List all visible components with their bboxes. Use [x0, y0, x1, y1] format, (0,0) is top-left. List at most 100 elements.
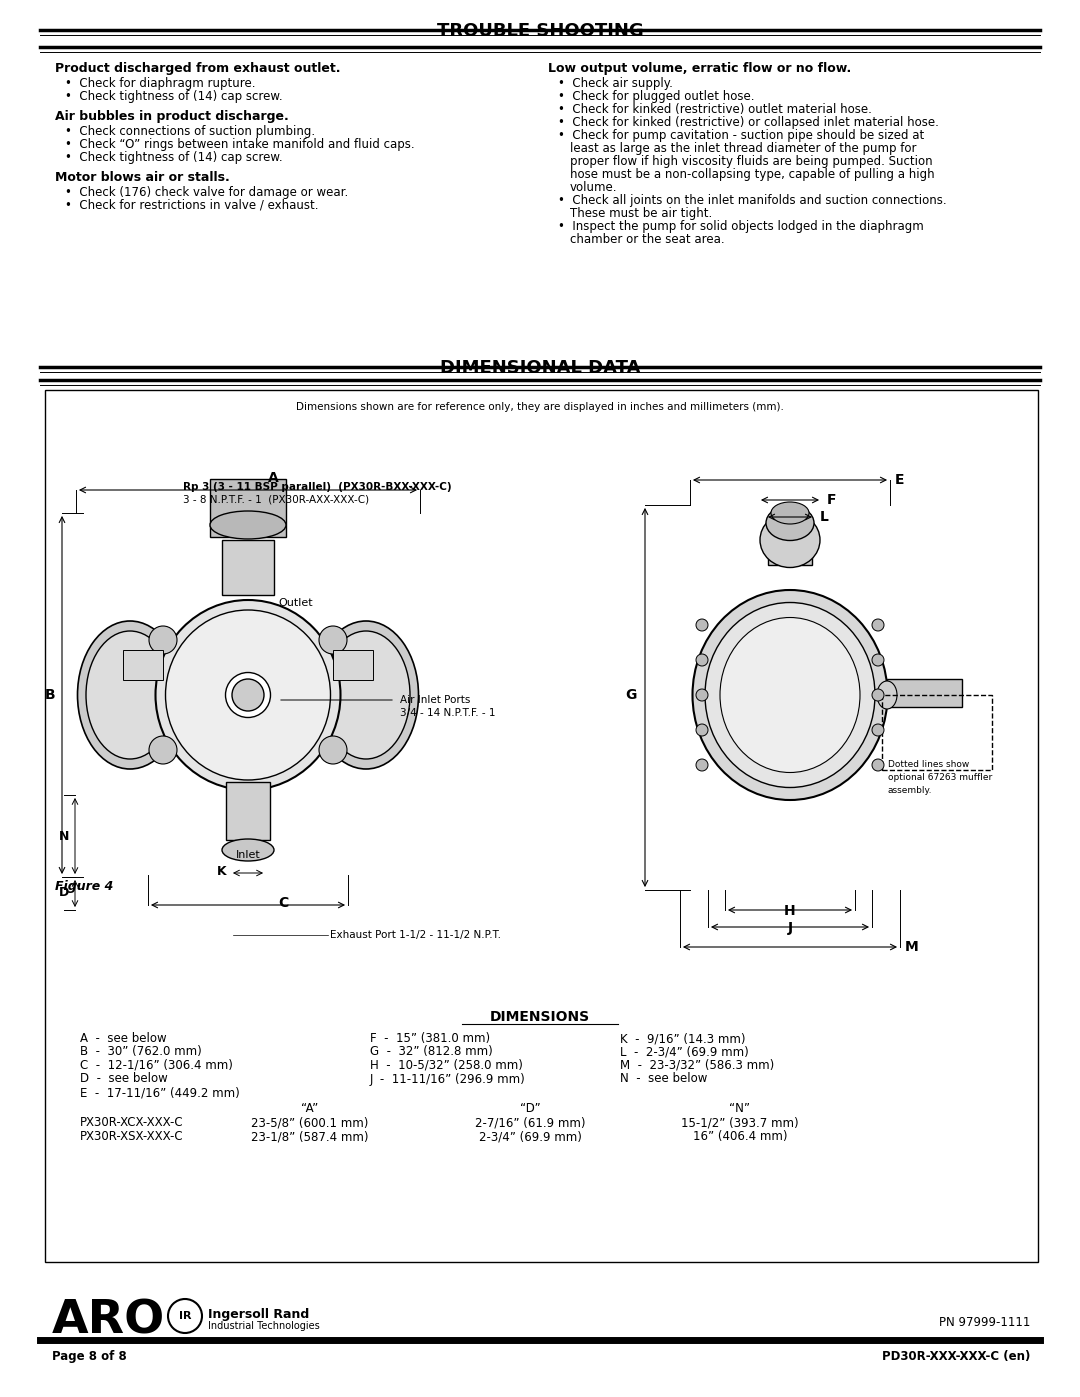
- Bar: [768, 529, 812, 564]
- Text: “A”: “A”: [301, 1102, 319, 1115]
- Ellipse shape: [78, 622, 183, 768]
- Text: E: E: [895, 474, 905, 488]
- Ellipse shape: [322, 631, 410, 759]
- Text: N  -  see below: N - see below: [620, 1073, 707, 1085]
- Text: 2-3/4” (69.9 mm): 2-3/4” (69.9 mm): [478, 1130, 581, 1143]
- Text: D  -  see below: D - see below: [80, 1073, 167, 1085]
- Text: •  Check tightness of (14) cap screw.: • Check tightness of (14) cap screw.: [65, 151, 283, 163]
- Text: Air bubbles in product discharge.: Air bubbles in product discharge.: [55, 110, 288, 123]
- Text: K  -  9/16” (14.3 mm): K - 9/16” (14.3 mm): [620, 1032, 745, 1045]
- Text: A: A: [268, 471, 279, 485]
- Text: volume.: volume.: [570, 182, 618, 194]
- Text: C  -  12-1/16” (306.4 mm): C - 12-1/16” (306.4 mm): [80, 1059, 233, 1071]
- Text: D: D: [58, 887, 69, 900]
- Text: Product discharged from exhaust outlet.: Product discharged from exhaust outlet.: [55, 61, 340, 75]
- Text: Dotted lines show: Dotted lines show: [888, 760, 969, 768]
- Ellipse shape: [771, 502, 809, 524]
- Ellipse shape: [313, 622, 419, 768]
- Text: B  -  30” (762.0 mm): B - 30” (762.0 mm): [80, 1045, 202, 1059]
- Text: F: F: [827, 493, 837, 507]
- Text: •  Check for kinked (restrictive) or collapsed inlet material hose.: • Check for kinked (restrictive) or coll…: [558, 116, 939, 129]
- Ellipse shape: [705, 602, 875, 788]
- Text: PD30R-XXX-XXX-C (en): PD30R-XXX-XXX-C (en): [881, 1350, 1030, 1363]
- Ellipse shape: [696, 689, 708, 701]
- Text: Industrial Technologies: Industrial Technologies: [208, 1322, 320, 1331]
- Text: Low output volume, erratic flow or no flow.: Low output volume, erratic flow or no fl…: [548, 61, 851, 75]
- Ellipse shape: [877, 680, 897, 710]
- Ellipse shape: [165, 610, 330, 780]
- Text: A  -  see below: A - see below: [80, 1032, 166, 1045]
- Text: Outlet: Outlet: [278, 598, 312, 608]
- Text: assembly.: assembly.: [888, 787, 932, 795]
- Ellipse shape: [232, 679, 264, 711]
- Text: G  -  32” (812.8 mm): G - 32” (812.8 mm): [370, 1045, 492, 1059]
- Text: Air Inlet Ports: Air Inlet Ports: [400, 694, 471, 705]
- Ellipse shape: [696, 654, 708, 666]
- Ellipse shape: [696, 724, 708, 736]
- Text: 23-5/8” (600.1 mm): 23-5/8” (600.1 mm): [252, 1116, 368, 1129]
- Ellipse shape: [156, 599, 340, 789]
- Text: Ingersoll Rand: Ingersoll Rand: [208, 1308, 309, 1322]
- Text: •  Check connections of suction plumbing.: • Check connections of suction plumbing.: [65, 124, 315, 138]
- Ellipse shape: [872, 759, 885, 771]
- Text: •  Check “O” rings between intake manifold and fluid caps.: • Check “O” rings between intake manifol…: [65, 138, 415, 151]
- Text: These must be air tight.: These must be air tight.: [570, 207, 712, 219]
- Text: PX30R-XSX-XXX-C: PX30R-XSX-XXX-C: [80, 1130, 184, 1143]
- Text: 23-1/8” (587.4 mm): 23-1/8” (587.4 mm): [252, 1130, 368, 1143]
- Bar: [123, 650, 163, 680]
- Bar: [887, 679, 962, 707]
- Text: hose must be a non-collapsing type, capable of pulling a high: hose must be a non-collapsing type, capa…: [570, 168, 934, 182]
- Text: •  Check for kinked (restrictive) outlet material hose.: • Check for kinked (restrictive) outlet …: [558, 103, 872, 116]
- Text: Dimensions shown are for reference only, they are displayed in inches and millim: Dimensions shown are for reference only,…: [296, 402, 784, 412]
- Text: K: K: [216, 865, 226, 877]
- Ellipse shape: [319, 736, 347, 764]
- Text: “N”: “N”: [729, 1102, 751, 1115]
- Ellipse shape: [86, 631, 174, 759]
- Text: “D”: “D”: [519, 1102, 540, 1115]
- Text: 15-1/2” (393.7 mm): 15-1/2” (393.7 mm): [681, 1116, 799, 1129]
- Text: •  Check air supply.: • Check air supply.: [558, 77, 673, 89]
- Text: Page 8 of 8: Page 8 of 8: [52, 1350, 126, 1363]
- Bar: [882, 694, 993, 770]
- Text: M  -  23-3/32” (586.3 mm): M - 23-3/32” (586.3 mm): [620, 1059, 774, 1071]
- Text: C: C: [278, 895, 288, 909]
- Ellipse shape: [720, 617, 860, 773]
- Text: •  Check all joints on the inlet manifolds and suction connections.: • Check all joints on the inlet manifold…: [558, 194, 947, 207]
- Text: DIMENSIONAL DATA: DIMENSIONAL DATA: [440, 359, 640, 377]
- Bar: [210, 479, 286, 536]
- Ellipse shape: [696, 759, 708, 771]
- Ellipse shape: [872, 689, 885, 701]
- Text: •  Check (176) check valve for damage or wear.: • Check (176) check valve for damage or …: [65, 186, 348, 198]
- Text: J  -  11-11/16” (296.9 mm): J - 11-11/16” (296.9 mm): [370, 1073, 526, 1085]
- Text: 2-7/16” (61.9 mm): 2-7/16” (61.9 mm): [475, 1116, 585, 1129]
- Text: •  Inspect the pump for solid objects lodged in the diaphragm: • Inspect the pump for solid objects lod…: [558, 219, 923, 233]
- Text: PX30R-XCX-XXX-C: PX30R-XCX-XXX-C: [80, 1116, 184, 1129]
- Ellipse shape: [872, 619, 885, 631]
- Text: 3 - 8 N.P.T.F. - 1  (PX30R-AXX-XXX-C): 3 - 8 N.P.T.F. - 1 (PX30R-AXX-XXX-C): [183, 495, 369, 504]
- Text: H  -  10-5/32” (258.0 mm): H - 10-5/32” (258.0 mm): [370, 1059, 523, 1071]
- Text: Inlet: Inlet: [235, 849, 260, 861]
- Text: H: H: [784, 904, 796, 918]
- Ellipse shape: [872, 654, 885, 666]
- Text: •  Check for diaphragm rupture.: • Check for diaphragm rupture.: [65, 77, 256, 89]
- Text: DIMENSIONS: DIMENSIONS: [490, 1010, 590, 1024]
- Text: N: N: [58, 830, 69, 842]
- Text: optional 67263 muffler: optional 67263 muffler: [888, 773, 993, 782]
- Ellipse shape: [872, 724, 885, 736]
- Text: PN 97999-1111: PN 97999-1111: [939, 1316, 1030, 1329]
- Bar: [45, 390, 1038, 1261]
- Text: Motor blows air or stalls.: Motor blows air or stalls.: [55, 170, 230, 184]
- Text: 3/4 - 14 N.P.T.F. - 1: 3/4 - 14 N.P.T.F. - 1: [400, 708, 496, 718]
- Ellipse shape: [210, 511, 286, 539]
- Circle shape: [168, 1299, 202, 1333]
- Text: TROUBLE SHOOTING: TROUBLE SHOOTING: [436, 22, 644, 41]
- Text: J: J: [787, 921, 793, 935]
- Ellipse shape: [149, 626, 177, 654]
- Ellipse shape: [319, 626, 347, 654]
- Text: ARO: ARO: [52, 1298, 165, 1343]
- Ellipse shape: [226, 672, 270, 718]
- Text: L  -  2-3/4” (69.9 mm): L - 2-3/4” (69.9 mm): [620, 1045, 748, 1059]
- Bar: [226, 782, 270, 840]
- Text: least as large as the inlet thread diameter of the pump for: least as large as the inlet thread diame…: [570, 142, 917, 155]
- Text: proper flow if high viscosity fluids are being pumped. Suction: proper flow if high viscosity fluids are…: [570, 155, 933, 168]
